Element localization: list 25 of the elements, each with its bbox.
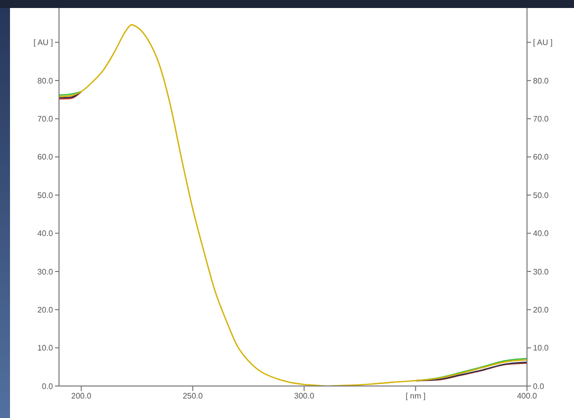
x-tick-label: 200.0 xyxy=(71,392,92,401)
y2-tick-label: 0.0 xyxy=(533,382,545,391)
y2-tick-label: 70.0 xyxy=(533,114,550,124)
y2-tick-label: 50.0 xyxy=(533,190,550,200)
y-tick-label: 50.0 xyxy=(37,190,54,200)
y2-tick-label: 10.0 xyxy=(533,344,550,353)
x-tick-label: 250.0 xyxy=(182,392,204,401)
y2-tick-label: [ AU ] xyxy=(533,38,553,48)
y-tick-label: 30.0 xyxy=(37,267,54,276)
x-tick-label: 400.0 xyxy=(516,392,538,401)
y-tick-label: 80.0 xyxy=(37,76,54,86)
y-tick-label: 20.0 xyxy=(37,305,54,314)
y-tick-label: 0.0 xyxy=(42,382,54,391)
y-tick-label: 10.0 xyxy=(37,344,54,353)
y2-tick-label: 30.0 xyxy=(533,267,550,276)
y-tick-label: [ AU ] xyxy=(33,38,53,48)
y2-tick-label: 60.0 xyxy=(533,152,550,162)
y2-tick-label: 40.0 xyxy=(533,229,550,238)
y-tick-label: 40.0 xyxy=(37,229,54,238)
y2-tick-label: 80.0 xyxy=(533,76,550,86)
x-tick-label: [ nm ] xyxy=(406,392,426,401)
x-tick-label: 300.0 xyxy=(294,392,315,401)
y-tick-label: 60.0 xyxy=(37,152,54,162)
y2-tick-label: 20.0 xyxy=(533,305,550,314)
y-tick-label: 70.0 xyxy=(37,114,54,124)
